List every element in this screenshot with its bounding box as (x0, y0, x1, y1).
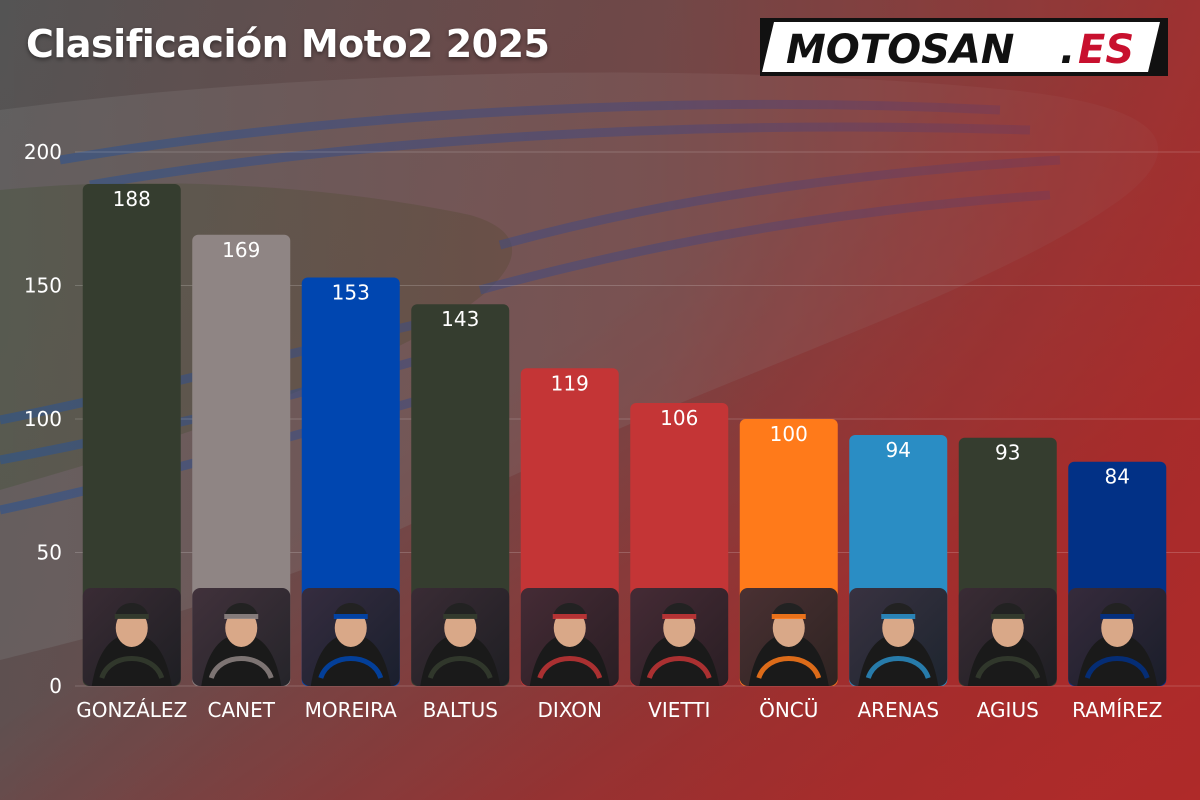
bar-group: 106 (630, 402, 729, 686)
bar (301, 277, 400, 686)
bar (82, 184, 181, 687)
bar-group: 169 (192, 234, 291, 686)
y-tick-label: 200 (24, 140, 62, 164)
rider-photo (739, 588, 838, 686)
x-tick-label: DIXON (538, 698, 602, 722)
bar-group: 153 (301, 277, 400, 686)
logo-brand-text: MOTOSAN (786, 27, 1014, 73)
bar-group: 84 (1068, 461, 1167, 686)
x-tick-label: AGIUS (977, 698, 1039, 722)
bar-group: 188 (82, 184, 181, 687)
x-tick-label: CANET (208, 698, 276, 722)
y-tick-label: 50 (37, 541, 62, 565)
bar-group: 100 (739, 419, 838, 686)
motosan-logo: MOTOSAN . ES (760, 18, 1168, 76)
bars: 188 169 153 143 119 106 100 94 93 84 (82, 184, 1167, 687)
rider-photo (630, 588, 729, 686)
data-label: 93 (995, 441, 1020, 465)
x-tick-label: VIETTI (648, 698, 710, 722)
y-axis-ticks: 0 50 100 150 200 (24, 140, 62, 698)
x-tick-label: GONZÁLEZ (76, 698, 187, 722)
data-label: 106 (660, 406, 698, 430)
y-tick-label: 150 (24, 274, 62, 298)
x-tick-label: ÖNCÜ (759, 698, 818, 722)
y-tick-label: 0 (49, 674, 62, 698)
rider-photo (520, 588, 619, 686)
bar (192, 234, 291, 686)
rider-photo (958, 588, 1057, 686)
x-tick-label: RAMÍREZ (1072, 698, 1162, 722)
rider-photo (82, 588, 181, 686)
rider-photo (849, 588, 948, 686)
bar-group: 143 (411, 304, 510, 686)
data-label: 153 (332, 280, 370, 304)
x-tick-label: ARENAS (857, 698, 939, 722)
bar-group: 94 (849, 435, 948, 686)
data-label: 188 (113, 187, 151, 211)
x-tick-label: BALTUS (423, 698, 498, 722)
chart-title: Clasificación Moto2 2025 (26, 22, 550, 66)
x-tick-label: MOREIRA (305, 698, 398, 722)
y-tick-label: 100 (24, 407, 62, 431)
rider-photo (192, 588, 291, 686)
rider-photo (301, 588, 400, 686)
data-label: 100 (770, 422, 808, 446)
rider-photo (411, 588, 510, 686)
data-label: 169 (222, 238, 260, 262)
bar-group: 93 (958, 437, 1057, 686)
rider-photo (1068, 588, 1167, 686)
data-label: 143 (441, 307, 479, 331)
data-label: 84 (1105, 465, 1130, 489)
logo-dot-text: . (1060, 27, 1075, 73)
x-axis-labels: GONZÁLEZ CANET MOREIRA BALTUS DIXON VIETTI ÖNC… (76, 698, 1162, 722)
bar-group: 119 (520, 368, 619, 686)
data-label: 119 (551, 371, 589, 395)
data-label: 94 (886, 438, 911, 462)
logo-tld-text: ES (1078, 27, 1134, 73)
